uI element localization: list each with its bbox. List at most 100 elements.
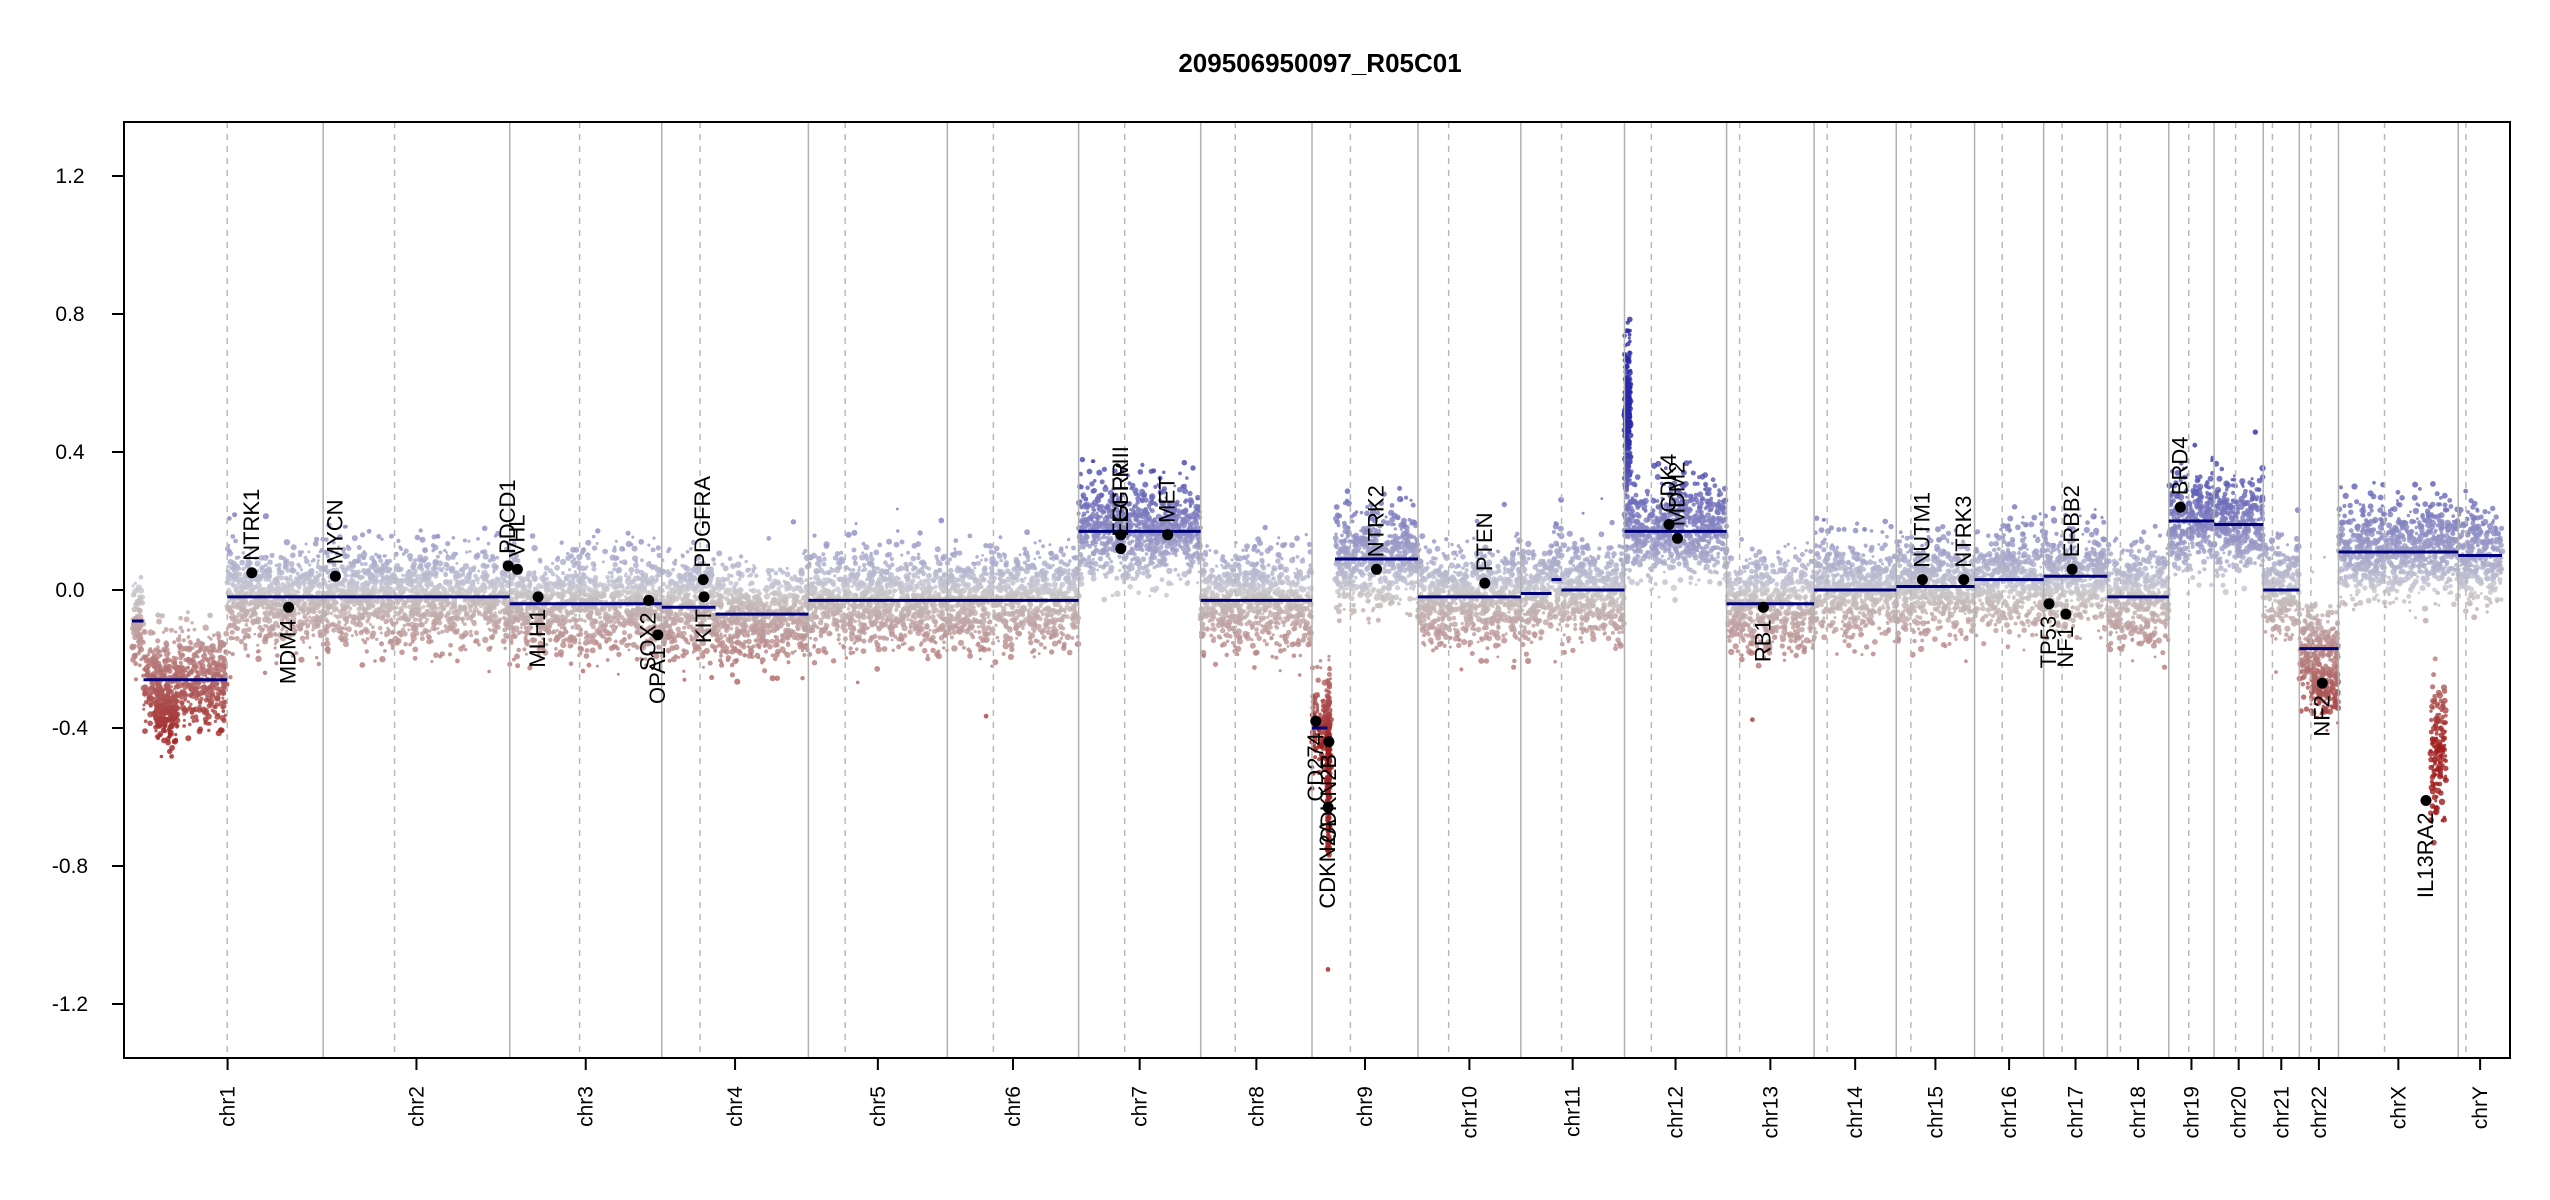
- probe-point: [179, 670, 186, 677]
- probe-point: [430, 660, 434, 663]
- probe-point: [447, 621, 451, 625]
- probe-point: [375, 615, 380, 620]
- probe-point: [373, 659, 377, 663]
- probe-point: [267, 559, 273, 565]
- probe-point: [569, 611, 573, 614]
- probe-point: [769, 591, 774, 596]
- probe-point: [499, 586, 506, 593]
- probe-point: [445, 541, 451, 547]
- probe-point: [433, 652, 439, 658]
- probe-point: [470, 619, 474, 623]
- probe-point: [339, 602, 346, 608]
- probe-point: [290, 654, 295, 658]
- probe-point: [222, 710, 225, 713]
- probe-point: [628, 567, 635, 573]
- probe-point: [503, 617, 508, 621]
- probe-point: [547, 568, 554, 574]
- probe-point: [645, 607, 652, 614]
- probe-point: [503, 646, 507, 651]
- probe-point: [149, 685, 154, 690]
- probe-point: [492, 629, 498, 635]
- probe-point: [139, 595, 143, 600]
- probe-point: [380, 585, 384, 589]
- probe-point: [337, 620, 342, 625]
- probe-point: [587, 609, 594, 616]
- probe-point: [421, 605, 426, 609]
- probe-point: [612, 584, 618, 591]
- probe-point: [407, 569, 411, 572]
- probe-point: [133, 661, 139, 667]
- probe-point: [449, 606, 454, 611]
- probe-point: [607, 582, 611, 587]
- probe-point: [162, 658, 169, 665]
- probe-point: [627, 595, 632, 600]
- probe-point: [262, 638, 269, 645]
- probe-point: [240, 607, 247, 614]
- probe-point: [590, 604, 596, 610]
- probe-point: [500, 608, 505, 613]
- probe-point: [502, 599, 506, 602]
- probe-point: [602, 548, 608, 555]
- probe-point: [253, 632, 257, 636]
- probe-point: [623, 561, 628, 565]
- probe-point: [172, 672, 178, 678]
- probe-point: [138, 636, 144, 641]
- probe-point: [583, 653, 590, 659]
- probe-point: [218, 654, 224, 661]
- probe-point: [589, 647, 596, 654]
- probe-point: [374, 552, 378, 557]
- probe-point: [311, 633, 316, 638]
- probe-point: [427, 571, 432, 576]
- probe-point: [521, 608, 525, 612]
- probe-point: [602, 593, 607, 599]
- probe-point: [217, 640, 221, 644]
- probe-point: [774, 638, 780, 645]
- probe-point: [277, 562, 282, 568]
- probe-point: [308, 568, 312, 573]
- probe-point: [800, 634, 807, 642]
- probe-point: [737, 650, 743, 656]
- probe-point: [398, 630, 402, 635]
- probe-point: [616, 672, 620, 676]
- probe-point: [525, 590, 531, 596]
- probe-point: [378, 554, 382, 558]
- probe-point: [431, 534, 437, 540]
- probe-point: [232, 573, 239, 580]
- probe-point: [724, 624, 729, 629]
- probe-point: [206, 657, 212, 662]
- probe-point: [135, 626, 141, 633]
- probe-point: [717, 581, 723, 587]
- probe-point: [694, 597, 699, 602]
- probe-point: [429, 610, 434, 616]
- probe-point: [474, 630, 479, 636]
- probe-point: [591, 545, 598, 551]
- probe-point: [331, 627, 337, 633]
- probe-point: [142, 629, 148, 635]
- probe-point: [467, 586, 471, 590]
- probe-point: [356, 600, 362, 606]
- probe-point: [802, 653, 807, 657]
- probe-point: [582, 640, 589, 646]
- probe-point: [226, 571, 233, 578]
- probe-point: [647, 543, 651, 547]
- probe-point: [190, 715, 195, 720]
- probe-point: [467, 539, 471, 543]
- probe-point: [218, 700, 224, 706]
- probe-point: [147, 695, 153, 701]
- probe-point: [351, 572, 357, 578]
- probe-point: [595, 542, 599, 545]
- probe-point: [368, 572, 375, 580]
- probe-point: [477, 569, 481, 573]
- probe-point: [790, 621, 795, 625]
- probe-point: [621, 586, 625, 589]
- probe-point: [678, 616, 685, 624]
- probe-point: [142, 728, 148, 734]
- probe-point: [151, 652, 157, 658]
- probe-point: [790, 519, 797, 525]
- probe-point: [763, 593, 771, 600]
- probe-point: [855, 647, 859, 651]
- probe-point: [928, 628, 932, 632]
- probe-point: [282, 616, 286, 620]
- probe-point: [804, 578, 809, 582]
- probe-point: [749, 651, 753, 656]
